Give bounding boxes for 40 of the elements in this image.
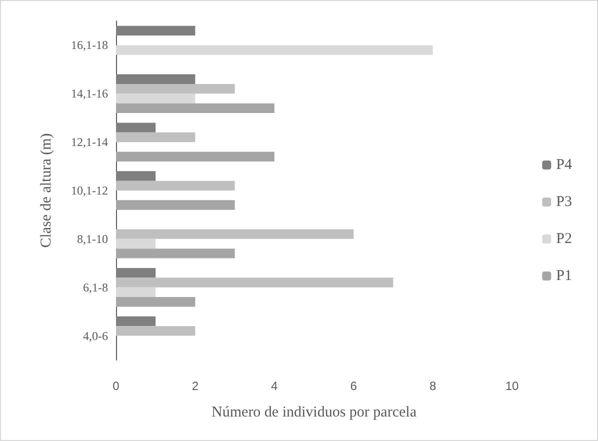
bar — [116, 84, 235, 94]
bar — [116, 238, 156, 249]
y-tick-label: 14,1-16 — [71, 86, 108, 101]
y-tick-label: 10,1-12 — [71, 184, 108, 198]
y-tick-label: 6,1-8 — [83, 280, 108, 294]
legend-label: P3 — [556, 194, 572, 210]
y-axis-title: Clase de altura (m) — [38, 133, 54, 248]
bar — [116, 103, 274, 114]
bar — [116, 297, 196, 307]
x-tick-label: 6 — [350, 379, 358, 393]
bar — [116, 287, 156, 298]
bar — [116, 122, 156, 132]
legend-label: P4 — [556, 157, 572, 173]
y-tick-label: 8,1-10 — [77, 232, 108, 246]
legend-label: P2 — [556, 231, 572, 247]
x-tick-label: 2 — [192, 379, 199, 393]
bar — [116, 268, 156, 278]
x-tick-label: 0 — [112, 379, 120, 393]
y-tick-label: 12,1-14 — [71, 135, 108, 150]
x-tick-label: 4 — [271, 379, 278, 393]
bar — [116, 316, 156, 326]
bar — [116, 132, 196, 142]
bar — [116, 171, 156, 181]
bar — [116, 248, 235, 258]
bar — [116, 74, 196, 84]
x-axis-title: Número de individuos por parcela — [212, 404, 417, 420]
y-tick-label: 4,0-6 — [83, 328, 108, 343]
x-tick-label: 10 — [505, 379, 519, 393]
bar — [116, 26, 196, 36]
y-tick-label: 16,1-18 — [71, 38, 108, 52]
x-tick-label: 8 — [429, 379, 436, 393]
bar — [116, 45, 433, 55]
bar — [116, 229, 354, 239]
bar — [116, 200, 235, 210]
bar — [116, 152, 274, 162]
bar — [116, 94, 196, 104]
bar — [116, 180, 235, 190]
bar — [116, 278, 394, 288]
legend-label: P1 — [556, 268, 572, 284]
bar — [116, 326, 196, 336]
